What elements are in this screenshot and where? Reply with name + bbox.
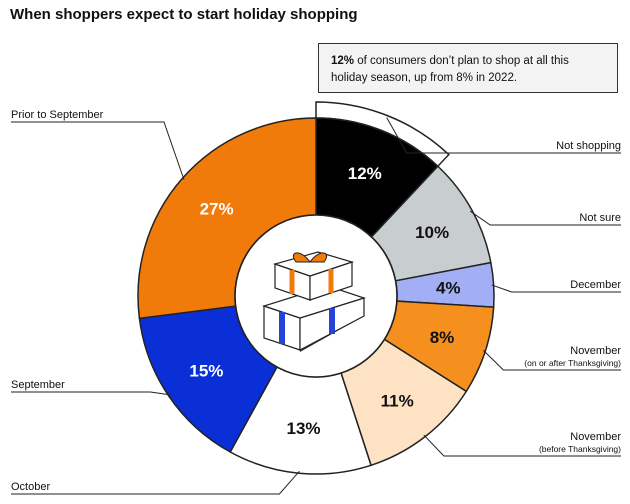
slice-category-sublabel: (before Thanksgiving) xyxy=(539,444,621,454)
slice-category-label: Prior to September xyxy=(11,109,104,121)
slice-category-label: November xyxy=(570,345,621,357)
slice-category-label: November xyxy=(570,431,621,443)
slice-percent-label: 13% xyxy=(287,419,321,438)
slice-category-label: Not shopping xyxy=(556,140,621,152)
slice-percent-label: 10% xyxy=(415,223,449,242)
leader-line xyxy=(491,284,621,293)
slice-percent-label: 12% xyxy=(348,164,382,183)
leader-line xyxy=(11,391,171,396)
leader-line xyxy=(469,210,621,226)
slice-percent-label: 27% xyxy=(200,199,234,218)
slice-category-sublabel: (on or after Thanksgiving) xyxy=(524,358,621,368)
leader-line xyxy=(11,121,185,180)
callout-highlight: 12% xyxy=(331,55,355,67)
slices-group xyxy=(137,101,495,475)
slice-percent-label: 11% xyxy=(381,392,414,411)
leader-line xyxy=(386,117,621,154)
callout-text: of consumers don’t plan to shop at all t… xyxy=(331,55,569,84)
slice-category-label: December xyxy=(570,279,621,291)
percent-labels: 12% 10% 4% 8% 11% 13% 15% 27% xyxy=(189,164,460,438)
slice-percent-label: 4% xyxy=(436,279,461,298)
chart-title: When shoppers expect to start holiday sh… xyxy=(10,6,358,23)
leader-line xyxy=(11,470,300,495)
slice-percent-label: 15% xyxy=(189,361,223,380)
gift-box-icon xyxy=(234,214,398,378)
leader-lines xyxy=(11,117,621,495)
slice-category-label: September xyxy=(11,379,65,391)
slice-category-label: October xyxy=(11,481,50,493)
slice-percent-label: 8% xyxy=(430,328,455,347)
leader-line xyxy=(423,434,621,457)
leader-line xyxy=(483,350,621,371)
callout-box: 12% of consumers don’t plan to shop at a… xyxy=(318,43,618,93)
slice-category-label: Not sure xyxy=(579,212,621,224)
